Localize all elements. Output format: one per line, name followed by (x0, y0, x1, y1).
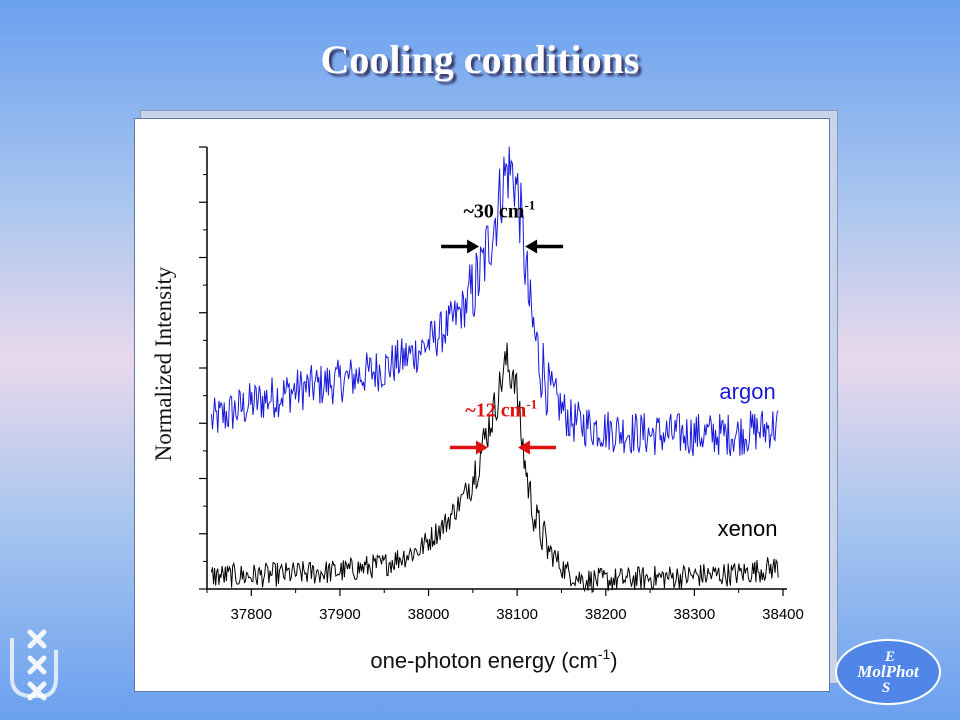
molphot-logo-bottom: S (882, 680, 890, 696)
x-tick-label: 37800 (230, 606, 272, 623)
xenon-width-arrows (449, 440, 556, 455)
molphot-logo-text: MolPhot (856, 662, 920, 681)
axes-layer: 37800 37900 38000 38100 38200 38300 38400 (199, 146, 804, 623)
argon-width-label: ~30 cm-1 (464, 198, 536, 223)
x-tick-label: 38200 (585, 606, 627, 623)
series-line-argon (210, 146, 779, 457)
x-axis-label: one-photon energy (cm-1) (370, 646, 617, 673)
spectrum-chart: 37800 37900 38000 38100 38200 38300 38400 argo… (151, 146, 804, 673)
molphot-logo-top: E (884, 649, 895, 665)
y-axis-label: Normalized Intensity (151, 266, 176, 461)
slide-title: Cooling conditions (320, 37, 640, 82)
series-label-xenon: xenon (718, 516, 778, 541)
x-tick-label: 38000 (408, 606, 450, 623)
series-label-argon: argon (719, 379, 775, 404)
x-tick-label: 37900 (319, 606, 361, 623)
xenon-width-label: ~12 cm-1 (465, 397, 537, 422)
university-logo (10, 629, 58, 701)
series-line-xenon (210, 342, 779, 594)
x-tick-label: 38300 (674, 606, 716, 623)
molphot-logo: E MolPhot S (835, 639, 941, 705)
series-layer: argon xenon (210, 146, 779, 594)
x-tick-label: 38400 (762, 606, 804, 623)
chart-panel: 37800 37900 38000 38100 38200 38300 38400 argo… (134, 118, 830, 692)
x-tick-label: 38100 (496, 606, 538, 623)
annotation-layer: ~30 cm-1 ~12 cm-1 (441, 198, 564, 455)
argon-width-arrows (441, 239, 564, 254)
